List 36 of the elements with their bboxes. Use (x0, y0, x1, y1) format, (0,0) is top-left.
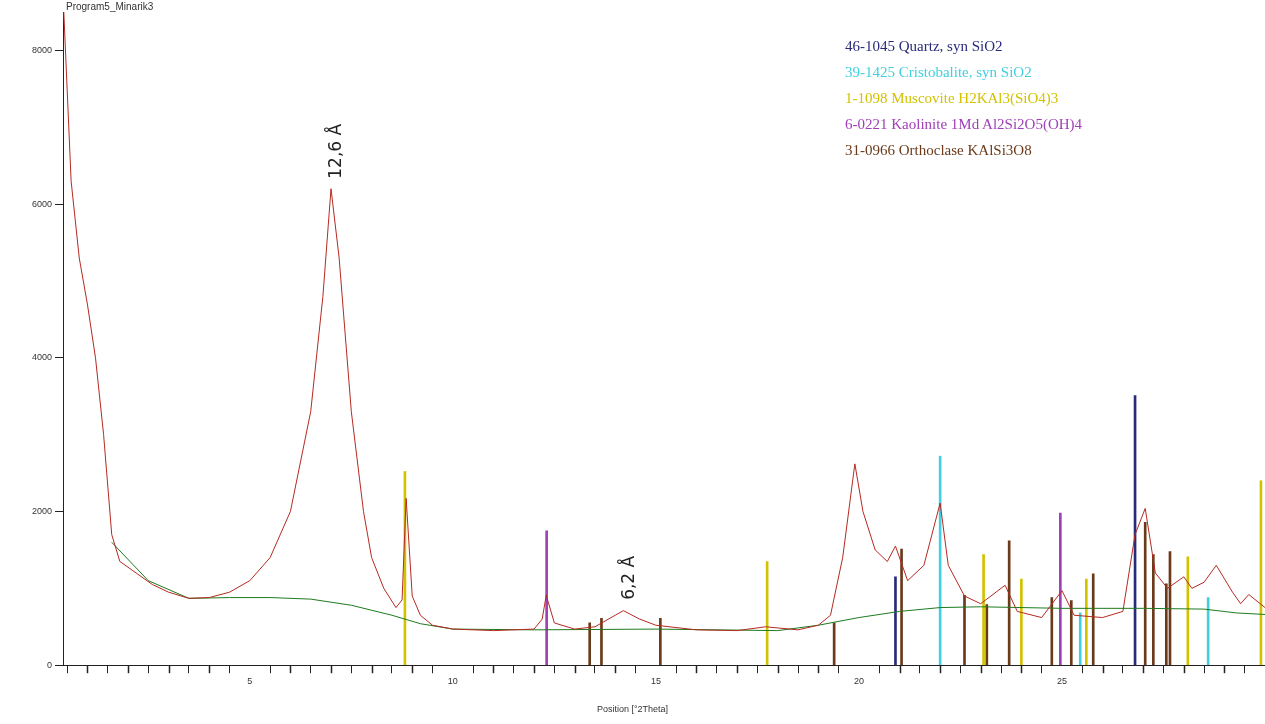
y-tick-label: 0 (46, 659, 52, 670)
bar (982, 554, 985, 666)
bar (659, 617, 662, 666)
x-tick-label: 5 (247, 676, 253, 687)
text: 1-1098 Muscovite H2KAl3(SiO4)3 (845, 89, 1060, 108)
bar (1078, 612, 1082, 666)
x-tick-label: 10 (447, 676, 458, 687)
x-tick-label: 15 (650, 676, 661, 687)
bar (1059, 512, 1062, 666)
y-tick-label: 4000 (31, 352, 52, 363)
text: 39-1425 Cristobalite, syn SiO2 (845, 63, 1033, 82)
annotation: 12,6 Å (324, 123, 346, 179)
bar (900, 548, 903, 666)
bar (894, 576, 897, 666)
bar (1152, 554, 1155, 666)
text: 46-1045 Quartz, syn SiO2 (845, 37, 1004, 56)
x-axis-title: Position [°2Theta] (595, 704, 670, 714)
chart-title: Program5_Minarik3 (66, 1, 154, 12)
bar (1069, 600, 1073, 666)
bar (1020, 578, 1023, 666)
text: 31-0966 Orthoclase KAlSi3O8 (845, 141, 1033, 160)
bar (545, 530, 548, 666)
bar (1050, 597, 1054, 666)
y-tick-label: 8000 (31, 44, 52, 55)
bar (1091, 573, 1095, 666)
annotation: 6,2 Å (616, 555, 638, 600)
text: 6-0221 Kaolinite 1Md Al2Si2O5(OH)4 (845, 115, 1083, 134)
bar (1084, 578, 1088, 666)
x-tick-label: 25 (1056, 676, 1067, 687)
x-tick-label: 20 (853, 676, 864, 687)
y-tick-label: 2000 (31, 505, 52, 516)
bar (1143, 521, 1147, 666)
bar (963, 594, 966, 666)
y-tick-label: 6000 (31, 198, 52, 209)
bar (588, 622, 592, 666)
bar (600, 617, 603, 666)
